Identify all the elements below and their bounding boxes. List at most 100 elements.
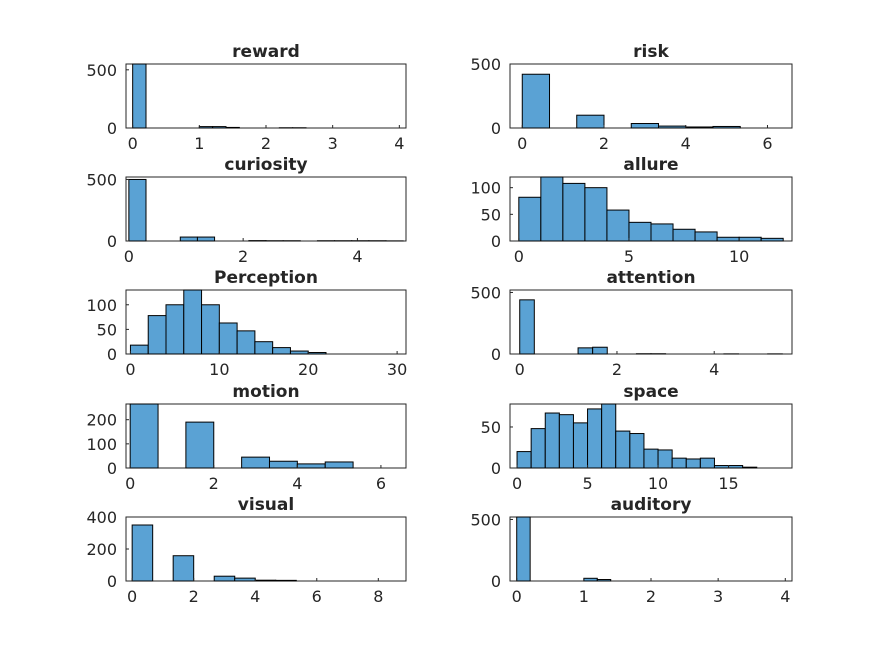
x-tick-label: 1 <box>579 587 589 606</box>
histogram-bar <box>225 126 240 129</box>
x-tick-label: 4 <box>780 587 790 606</box>
y-tick-label: 50 <box>481 418 501 437</box>
y-tick-label: 0 <box>491 345 501 364</box>
axes-box <box>125 176 407 242</box>
panel-perception: 0 10 20 30 0 50 100 Perception <box>86 268 407 379</box>
y-tick-label: 0 <box>491 232 501 251</box>
x-tick-label: 0 <box>127 587 137 606</box>
x-tick-label: 0 <box>514 247 524 266</box>
histogram-bar <box>685 126 714 129</box>
histogram-bar <box>254 341 274 355</box>
axes-box <box>125 63 407 129</box>
x-tick-label: 2 <box>189 587 199 606</box>
histogram-bar <box>272 347 291 355</box>
panel-auditory: 0 1 2 3 4 0 500 auditory <box>470 495 793 606</box>
x-tick-label: 10 <box>209 360 229 379</box>
x-tick-label: 6 <box>762 134 772 153</box>
histogram-bar <box>275 579 297 582</box>
histogram-bar <box>583 577 598 582</box>
x-tick-label: 15 <box>718 474 738 493</box>
x-tick-label: 2 <box>646 587 656 606</box>
x-tick-label: 5 <box>582 474 592 493</box>
x-tick-label: 10 <box>729 247 749 266</box>
y-tick-label: 0 <box>107 119 117 138</box>
x-tick-label: 0 <box>128 134 138 153</box>
histogram-bar <box>218 322 238 355</box>
histogram-bar <box>183 289 203 355</box>
histogram-bar <box>254 579 277 582</box>
histogram-bar <box>201 304 220 355</box>
panel-title: motion <box>232 382 299 402</box>
panel-space: 0 5 10 15 0 50 space <box>481 382 793 493</box>
x-tick-label: 0 <box>512 587 522 606</box>
histogram-bar <box>516 451 532 469</box>
histogram-bar <box>615 430 631 469</box>
histogram-bar <box>657 449 673 469</box>
x-tick-label: 20 <box>298 360 318 379</box>
y-tick-label: 500 <box>470 55 501 74</box>
y-tick-label: 0 <box>107 345 117 364</box>
panel-title: auditory <box>611 495 692 515</box>
x-tick-label: 4 <box>292 474 302 493</box>
panel-title: attention <box>606 268 695 288</box>
y-tick-label: 100 <box>470 179 501 198</box>
y-tick-label: 0 <box>491 459 501 478</box>
x-tick-label: 3 <box>328 134 338 153</box>
histogram-bar <box>601 403 617 469</box>
x-tick-label: 2 <box>599 134 609 153</box>
histogram-bar <box>587 408 603 469</box>
y-tick-label: 0 <box>491 572 501 591</box>
panel-visual: 0 2 4 6 8 0 200 400 visual <box>86 495 407 606</box>
histogram-bar <box>289 350 309 355</box>
x-tick-label: 2 <box>238 247 248 266</box>
histogram-bar <box>596 579 612 582</box>
histogram-bar <box>519 299 535 355</box>
x-tick-label: 2 <box>261 134 271 153</box>
panel-risk: 0 2 4 6 0 500 risk <box>470 42 793 153</box>
y-tick-label: 200 <box>86 540 117 559</box>
x-tick-label: 4 <box>681 134 691 153</box>
y-tick-label: 50 <box>97 320 117 339</box>
histogram-bar <box>540 176 564 242</box>
histogram-bar <box>236 330 256 355</box>
y-tick-label: 500 <box>86 61 117 80</box>
y-tick-label: 0 <box>107 572 117 591</box>
y-tick-label: 400 <box>86 508 117 527</box>
histogram-bar <box>179 236 198 242</box>
x-tick-label: 0 <box>517 134 527 153</box>
y-tick-label: 200 <box>86 411 117 430</box>
histogram-bar <box>518 196 542 242</box>
x-tick-label: 3 <box>713 587 723 606</box>
histogram-bar <box>584 187 608 242</box>
histogram-bar <box>128 178 147 242</box>
y-tick-label: 0 <box>107 232 117 251</box>
x-tick-label: 30 <box>387 360 407 379</box>
panel-title: reward <box>232 42 300 62</box>
axes-box <box>509 289 793 355</box>
y-tick-label: 500 <box>470 510 501 529</box>
histogram-bar <box>131 524 154 582</box>
histogram-bar <box>713 465 730 469</box>
x-tick-label: 0 <box>125 474 135 493</box>
panel-motion: 0 2 4 6 0 100 200 motion <box>86 382 407 493</box>
y-tick-label: 100 <box>86 435 117 454</box>
histogram-bar <box>521 73 551 129</box>
histogram-bar <box>716 236 740 242</box>
histogram-bar <box>628 221 652 242</box>
x-tick-label: 8 <box>373 587 383 606</box>
histogram-bar <box>576 114 605 129</box>
histogram-bar <box>760 237 784 242</box>
axes-box <box>509 63 793 129</box>
y-tick-label: 500 <box>470 283 501 302</box>
x-tick-label: 0 <box>512 474 522 493</box>
histogram-bar <box>694 231 718 242</box>
histogram-bar <box>572 422 589 469</box>
x-tick-label: 0 <box>515 360 525 379</box>
histogram-bar <box>685 458 701 469</box>
histogram-bar <box>650 223 674 242</box>
histogram-bar <box>132 63 147 129</box>
x-tick-label: 4 <box>352 247 362 266</box>
y-tick-label: 100 <box>86 296 117 315</box>
panel-title: risk <box>633 42 669 62</box>
